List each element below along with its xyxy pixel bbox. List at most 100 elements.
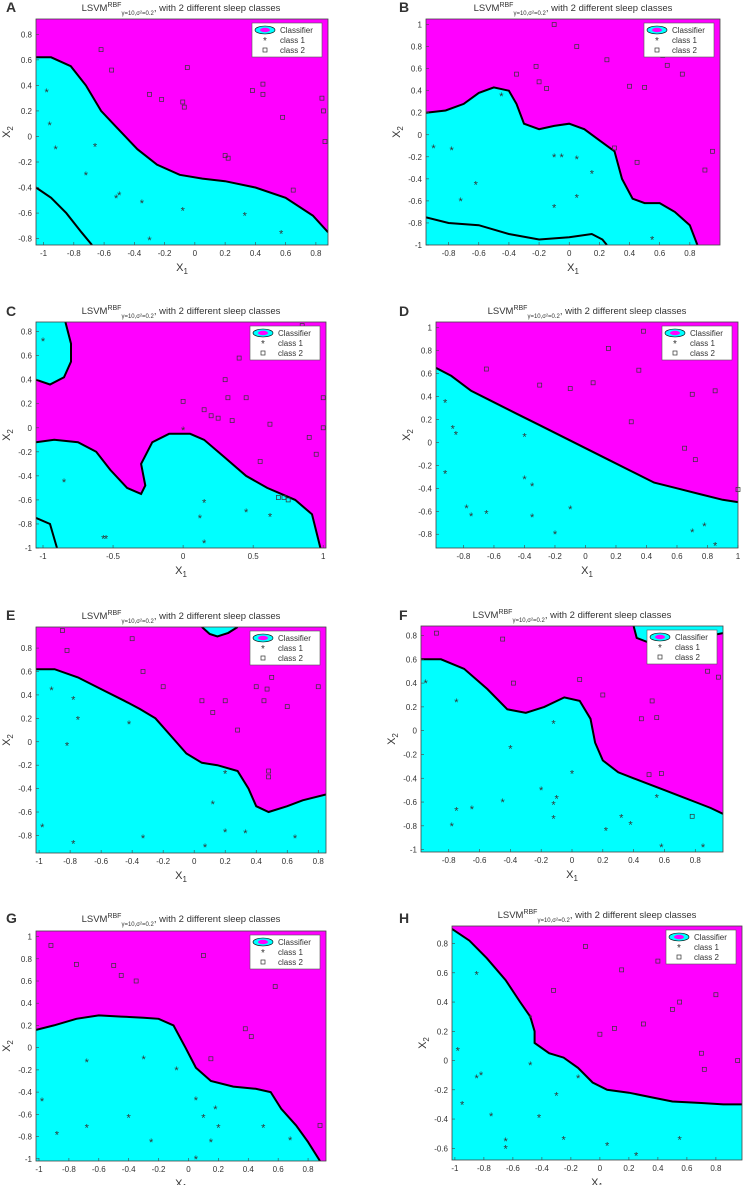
class2-point	[544, 86, 549, 91]
class2-point	[48, 943, 54, 948]
class1-point: *	[470, 804, 475, 816]
y-axis-label: X2	[1, 126, 15, 138]
class1-point: *	[54, 144, 59, 156]
x-tick-label: 1	[321, 552, 326, 561]
x-tick-label: 0.6	[659, 856, 671, 865]
class2-point	[276, 495, 281, 500]
class2-point	[236, 355, 242, 361]
y-tick-label: 0.8	[411, 43, 423, 52]
y-tick-label: 0.6	[406, 655, 418, 664]
chart-panel-d: ****** ******** **-0.8 -0.6 -0.4 -0.2 0 0.2 0.4 0…	[399, 303, 741, 579]
legend-classifier-label: Classifier	[278, 938, 311, 947]
class1-point: *	[198, 513, 203, 525]
y-tick-label: -0.2	[418, 461, 432, 470]
class2-point	[670, 1007, 675, 1012]
class2-point	[612, 1026, 617, 1031]
class1-point: *	[288, 1135, 293, 1147]
y-tick-label: 0.8	[406, 632, 418, 641]
class1-point: *	[489, 1111, 494, 1123]
x-tick-label: -0.2	[152, 1165, 166, 1174]
x-tick-label: 0	[186, 1165, 191, 1174]
x-tick-label: 0.4	[251, 857, 263, 866]
x-tick-label: 0	[570, 856, 575, 865]
class1-point: *	[551, 799, 556, 811]
y-tick-label: 0.6	[21, 56, 33, 65]
x-tick-label: 0.4	[652, 1164, 664, 1173]
class2-point	[641, 1021, 646, 1027]
legend-class2-marker	[260, 350, 266, 356]
class2-point	[208, 413, 214, 419]
legend-classifier-label: Classifier	[675, 633, 708, 642]
class1-region	[452, 928, 742, 1160]
class1-point: *	[701, 842, 706, 854]
class2-point	[242, 1026, 248, 1032]
y-axis-label: X2	[1, 1040, 15, 1052]
class1-point: *	[213, 1104, 218, 1116]
boundary-line	[426, 216, 608, 245]
legend-class2-marker	[654, 47, 660, 53]
y-axis-label: X2	[1, 429, 15, 441]
class1-regions	[436, 367, 738, 548]
class1-point: *	[539, 785, 544, 797]
y-tick-label: -0.2	[403, 750, 417, 759]
classifier-swatch-inner	[655, 634, 665, 640]
y-tick-label: 0.4	[21, 81, 33, 90]
x-tick-label: -0.4	[503, 856, 517, 865]
panel-label: E	[6, 607, 15, 623]
x-tick-label: 0.6	[280, 249, 292, 258]
class1-point: *	[474, 179, 479, 191]
classifier-swatch-inner	[258, 635, 268, 641]
chart-title: LSVMRBFγ=10,σ²=0.2, with 2 different sle…	[82, 610, 281, 625]
class2-point	[184, 65, 190, 70]
class1-point: *	[508, 744, 513, 756]
class2-point	[267, 421, 273, 427]
x-axis-label: X1	[175, 870, 187, 884]
chart-title: LSVMRBFγ=10,σ²=0.2, with 2 different sle…	[82, 2, 281, 17]
legend-class2-label: class 2	[278, 958, 303, 967]
y-tick-label: 0	[28, 424, 33, 433]
y-tick-label: -0.4	[18, 1088, 32, 1097]
class2-point	[551, 987, 556, 993]
class1-point: *	[44, 87, 49, 99]
legend-class2-label: class 2	[280, 46, 305, 55]
class2-point	[257, 459, 263, 464]
class1-point: *	[530, 481, 535, 493]
x-tick-label: -0.2	[534, 856, 548, 865]
class2-point	[215, 415, 221, 421]
class1-point: *	[522, 474, 527, 486]
class2-point	[514, 71, 519, 77]
decision-boundary	[426, 86, 699, 245]
x-tick-label: 1	[736, 552, 741, 561]
legend-class1-label: class 1	[675, 643, 700, 652]
panel-label: B	[399, 0, 409, 15]
class2-point	[210, 710, 216, 715]
x-tick-label: -0.6	[92, 1165, 106, 1174]
legend-class1-label: class 1	[280, 36, 305, 45]
boundary-line	[36, 322, 72, 386]
legend-class2-marker	[262, 47, 268, 53]
class1-point: *	[47, 120, 52, 132]
x-tick-label: -0.2	[158, 249, 172, 258]
class2-point	[536, 79, 542, 85]
x-tick-label: -0.5	[106, 552, 120, 561]
y-tick-label: -1	[415, 241, 423, 250]
class1-point: *	[552, 152, 557, 164]
class2-point	[315, 684, 321, 690]
class2-point	[612, 145, 617, 151]
class1-point: *	[551, 719, 556, 731]
y-tick-label: -0.2	[408, 153, 422, 162]
x-tick-label: 0.4	[628, 856, 640, 865]
class2-point	[225, 155, 231, 161]
classifier-swatch-inner	[674, 934, 684, 940]
class2-point	[319, 95, 325, 101]
class1-regions	[36, 57, 328, 245]
class1-point: *	[101, 533, 106, 545]
class1-point: *	[127, 1113, 132, 1125]
boundary-line	[36, 432, 322, 548]
class2-point	[641, 328, 646, 334]
decision-boundary	[436, 367, 738, 504]
x-tick-label: 0.4	[250, 249, 262, 258]
y-tick-label: -0.6	[18, 808, 32, 817]
class1-point: *	[141, 833, 146, 845]
